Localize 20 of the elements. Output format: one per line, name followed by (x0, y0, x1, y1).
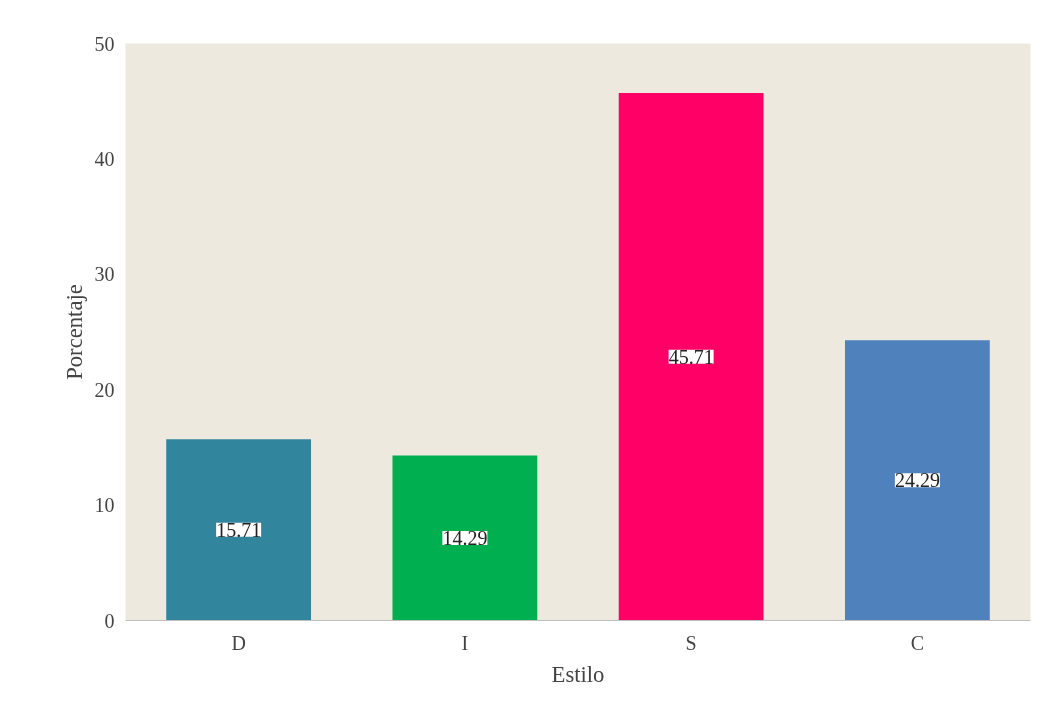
x-tick-label: I (461, 631, 469, 654)
y-tick-label: 20 (94, 378, 115, 401)
data-label: 45.71 (668, 345, 714, 368)
data-label: 24.29 (894, 469, 940, 492)
data-label: 15.71 (216, 518, 262, 541)
x-axis-title: Estilo (551, 661, 605, 687)
x-tick-label: D (231, 631, 246, 654)
y-tick-label: 30 (94, 263, 115, 286)
y-tick-label: 40 (94, 147, 115, 170)
data-label: 14.29 (442, 527, 488, 550)
y-axis-title: Porcentaje (61, 284, 87, 380)
bar (618, 93, 764, 621)
y-tick-label: 10 (94, 494, 115, 517)
bar (166, 439, 312, 621)
y-tick-label: 50 (94, 32, 115, 55)
bar (844, 340, 990, 621)
y-tick-label: 0 (104, 609, 115, 632)
x-tick-label: S (685, 631, 697, 654)
x-tick-label: C (910, 631, 925, 654)
bar (392, 455, 538, 621)
